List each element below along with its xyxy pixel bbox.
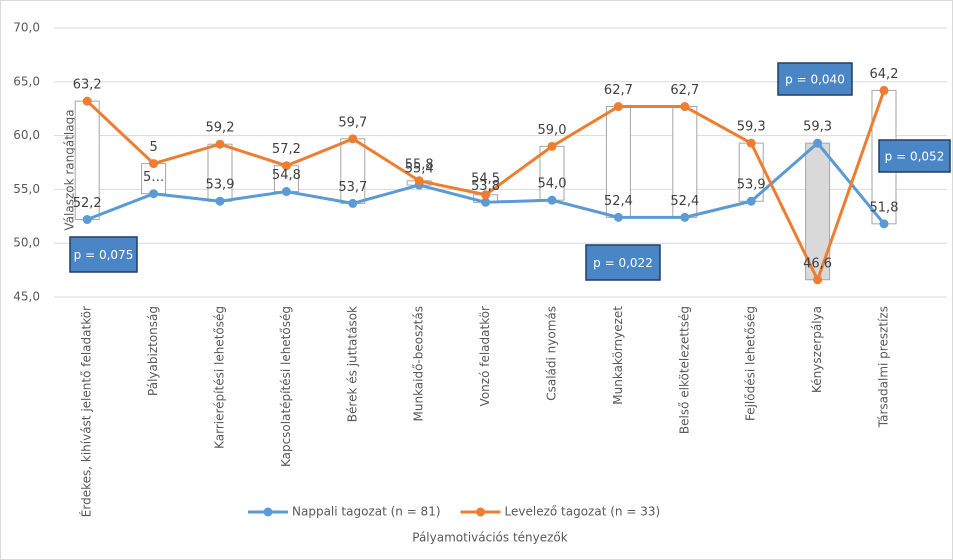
data-label: 59,3 (737, 120, 766, 135)
y-tick-label: 70,0 (13, 21, 40, 35)
data-point (215, 196, 225, 206)
y-tick-label: 50,0 (13, 236, 40, 250)
data-label: 59,3 (803, 120, 832, 135)
x-tick-label: Karrierépítési lehetőség (213, 306, 227, 449)
data-point (281, 161, 291, 171)
annotation: p = 0,022 (593, 256, 653, 270)
data-label: 64,2 (870, 67, 899, 82)
y-tick-label: 55,0 (13, 182, 40, 196)
x-tick-label: Munkakörnyezet (611, 306, 625, 405)
annotation-box (585, 244, 661, 281)
up-bar (74, 100, 100, 221)
data-point (82, 96, 92, 106)
data-point (348, 134, 358, 144)
data-label: 63,2 (73, 78, 102, 93)
data-point (547, 141, 557, 151)
data-label: 54,0 (538, 177, 567, 192)
data-label: 52,2 (73, 196, 102, 211)
x-tick-label: Pályabiztonság (146, 306, 160, 396)
y-axis-label: Válaszok rangátlaga (63, 109, 77, 230)
x-tick-label: Családi nyomás (545, 306, 559, 401)
y-tick-label: 60,0 (13, 128, 40, 142)
data-label: 59,2 (206, 121, 235, 136)
x-tick-label: Vonzó feladatkör (478, 306, 492, 407)
data-label: 5… (143, 170, 164, 185)
x-tick-label: Bérek és juttatások (345, 306, 359, 422)
data-label: 46,6 (803, 256, 832, 271)
annotation-box (777, 62, 853, 96)
up-bar (672, 106, 698, 218)
data-point (813, 138, 823, 148)
x-axis-label: Pályamotivációs tényezők (412, 531, 568, 545)
annotation-box (878, 139, 951, 173)
data-point (746, 138, 756, 148)
data-point (281, 187, 291, 197)
legend-marker (476, 507, 486, 517)
data-point (348, 198, 358, 208)
data-label: 53,7 (338, 180, 367, 195)
x-tick-label: Kapcsolatépítési lehetőség (279, 306, 293, 467)
data-label: 55,4 (405, 162, 434, 177)
x-tick-label: Társadalmi presztízs (877, 306, 891, 428)
x-tick-label: Kényszerpálya (810, 306, 824, 393)
y-tick-label: 45,0 (13, 290, 40, 304)
data-label: 55,8 (405, 157, 434, 172)
data-point (547, 195, 557, 205)
data-label: 52,4 (670, 194, 699, 209)
data-point (613, 102, 623, 112)
data-point (414, 176, 424, 186)
annotation: p = 0,040 (785, 73, 845, 87)
x-tick-label: Belső elkötelezettség (677, 306, 691, 434)
data-point (879, 85, 889, 95)
data-point (680, 212, 690, 222)
data-point (82, 215, 92, 225)
data-point (481, 197, 491, 207)
up-bar (141, 163, 167, 195)
up-bar (539, 145, 565, 201)
x-tick-label: Érdekes, kihívást jelentő feladatkör (79, 306, 94, 517)
data-point (149, 189, 159, 199)
data-label: 51,8 (870, 200, 899, 215)
annotation: p = 0,052 (885, 150, 945, 164)
data-label: 59,7 (338, 115, 367, 130)
data-point (613, 212, 623, 222)
data-point (746, 196, 756, 206)
data-label: 62,7 (604, 83, 633, 98)
data-label: 53,9 (206, 178, 235, 193)
x-tick-label: Fejlődési lehetőség (744, 306, 758, 421)
data-point (680, 102, 690, 112)
data-point (149, 159, 159, 169)
y-tick-label: 65,0 (13, 74, 40, 88)
legend-label: Nappali tagozat (n = 81) (292, 505, 441, 519)
x-tick-label: Munkaidő-beosztás (412, 306, 426, 421)
legend-label: Levelező tagozat (n = 33) (505, 505, 661, 519)
annotation: p = 0,075 (74, 248, 134, 262)
annotation-box (69, 236, 138, 273)
data-label: 53,8 (471, 179, 500, 194)
data-label: 59,0 (538, 123, 567, 138)
data-point (481, 190, 491, 200)
legend-marker (263, 507, 273, 517)
data-point (879, 219, 889, 229)
data-label: 62,7 (670, 83, 699, 98)
data-point (813, 275, 823, 285)
data-label: 54,5 (471, 171, 500, 186)
data-label: 53,9 (737, 178, 766, 193)
up-bar (340, 138, 366, 204)
data-label: 57,2 (272, 142, 301, 157)
up-bar (605, 106, 631, 218)
data-label: 52,4 (604, 194, 633, 209)
data-label: 54,8 (272, 168, 301, 183)
data-label: 5 (149, 140, 157, 155)
up-bar (738, 142, 764, 202)
data-point (215, 139, 225, 149)
